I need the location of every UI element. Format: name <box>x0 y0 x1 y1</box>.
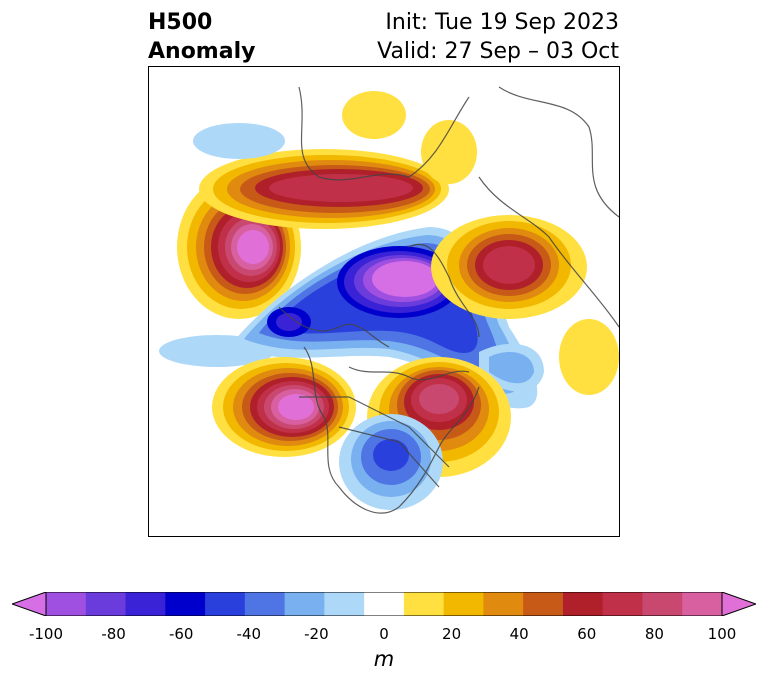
map-panel <box>148 66 620 537</box>
colorbar-cell <box>244 592 286 616</box>
anomaly-ridge-central-asia <box>559 319 619 395</box>
colorbar-tick-label: -20 <box>304 625 329 643</box>
colorbar-tick-label: -80 <box>101 625 126 643</box>
colorbar-tick-label: 40 <box>509 625 529 643</box>
title-field: Anomaly <box>148 39 256 64</box>
anomaly-map <box>159 86 619 514</box>
anomaly-ridge-north-pacific <box>177 175 301 319</box>
colorbar-cell <box>125 592 166 616</box>
colorbar <box>12 592 756 616</box>
colorbar-cell <box>483 592 524 616</box>
anomaly-ridge-northeast-pacific <box>212 357 356 457</box>
colorbar-tick-label: 20 <box>442 625 462 643</box>
colorbar-tick-label: -100 <box>28 625 64 643</box>
colorbar-tick-label: 80 <box>644 625 664 643</box>
colorbar-cell <box>324 592 365 616</box>
colorbar-cell <box>403 592 445 616</box>
colorbar-cell <box>364 592 405 616</box>
init-time: Init: Tue 19 Sep 2023 <box>385 10 619 35</box>
colorbar-cell <box>46 592 87 616</box>
anomaly-low-central-us <box>339 414 443 510</box>
colorbar-cell <box>682 592 723 616</box>
colorbar-cell <box>642 592 683 616</box>
anomaly-ridge-polar-arc <box>199 91 477 229</box>
colorbar-tick-label: -40 <box>236 625 262 643</box>
colorbar-tick-label: 60 <box>577 625 597 643</box>
colorbar-cell <box>205 592 246 616</box>
colorbar-units: m <box>373 647 395 671</box>
colorbar-tick-label: -60 <box>168 625 194 643</box>
colorbar-tick-label: 0 <box>379 625 389 643</box>
colorbar-cell <box>523 592 564 616</box>
colorbar-extend-min <box>12 592 47 616</box>
colorbar-cell <box>284 592 325 616</box>
colorbar-cell <box>165 592 206 616</box>
colorbar-tick-label: 100 <box>707 625 737 643</box>
valid-period: Valid: 27 Sep – 03 Oct <box>377 39 619 64</box>
colorbar-cell <box>602 592 643 616</box>
colorbar-cell <box>443 592 484 616</box>
coastline-overlay <box>278 86 619 514</box>
title-right: Init: Tue 19 Sep 2023 Valid: 27 Sep – 03… <box>377 8 619 66</box>
colorbar-extend-max <box>721 592 756 616</box>
anomaly-low-top-left <box>193 123 285 159</box>
anomaly-ridge-scandinavia <box>431 215 587 319</box>
colorbar-cell <box>85 592 127 616</box>
title-variable: H500 <box>148 10 213 35</box>
title-left: H500 Anomaly <box>148 8 255 66</box>
colorbar-cell <box>562 592 604 616</box>
